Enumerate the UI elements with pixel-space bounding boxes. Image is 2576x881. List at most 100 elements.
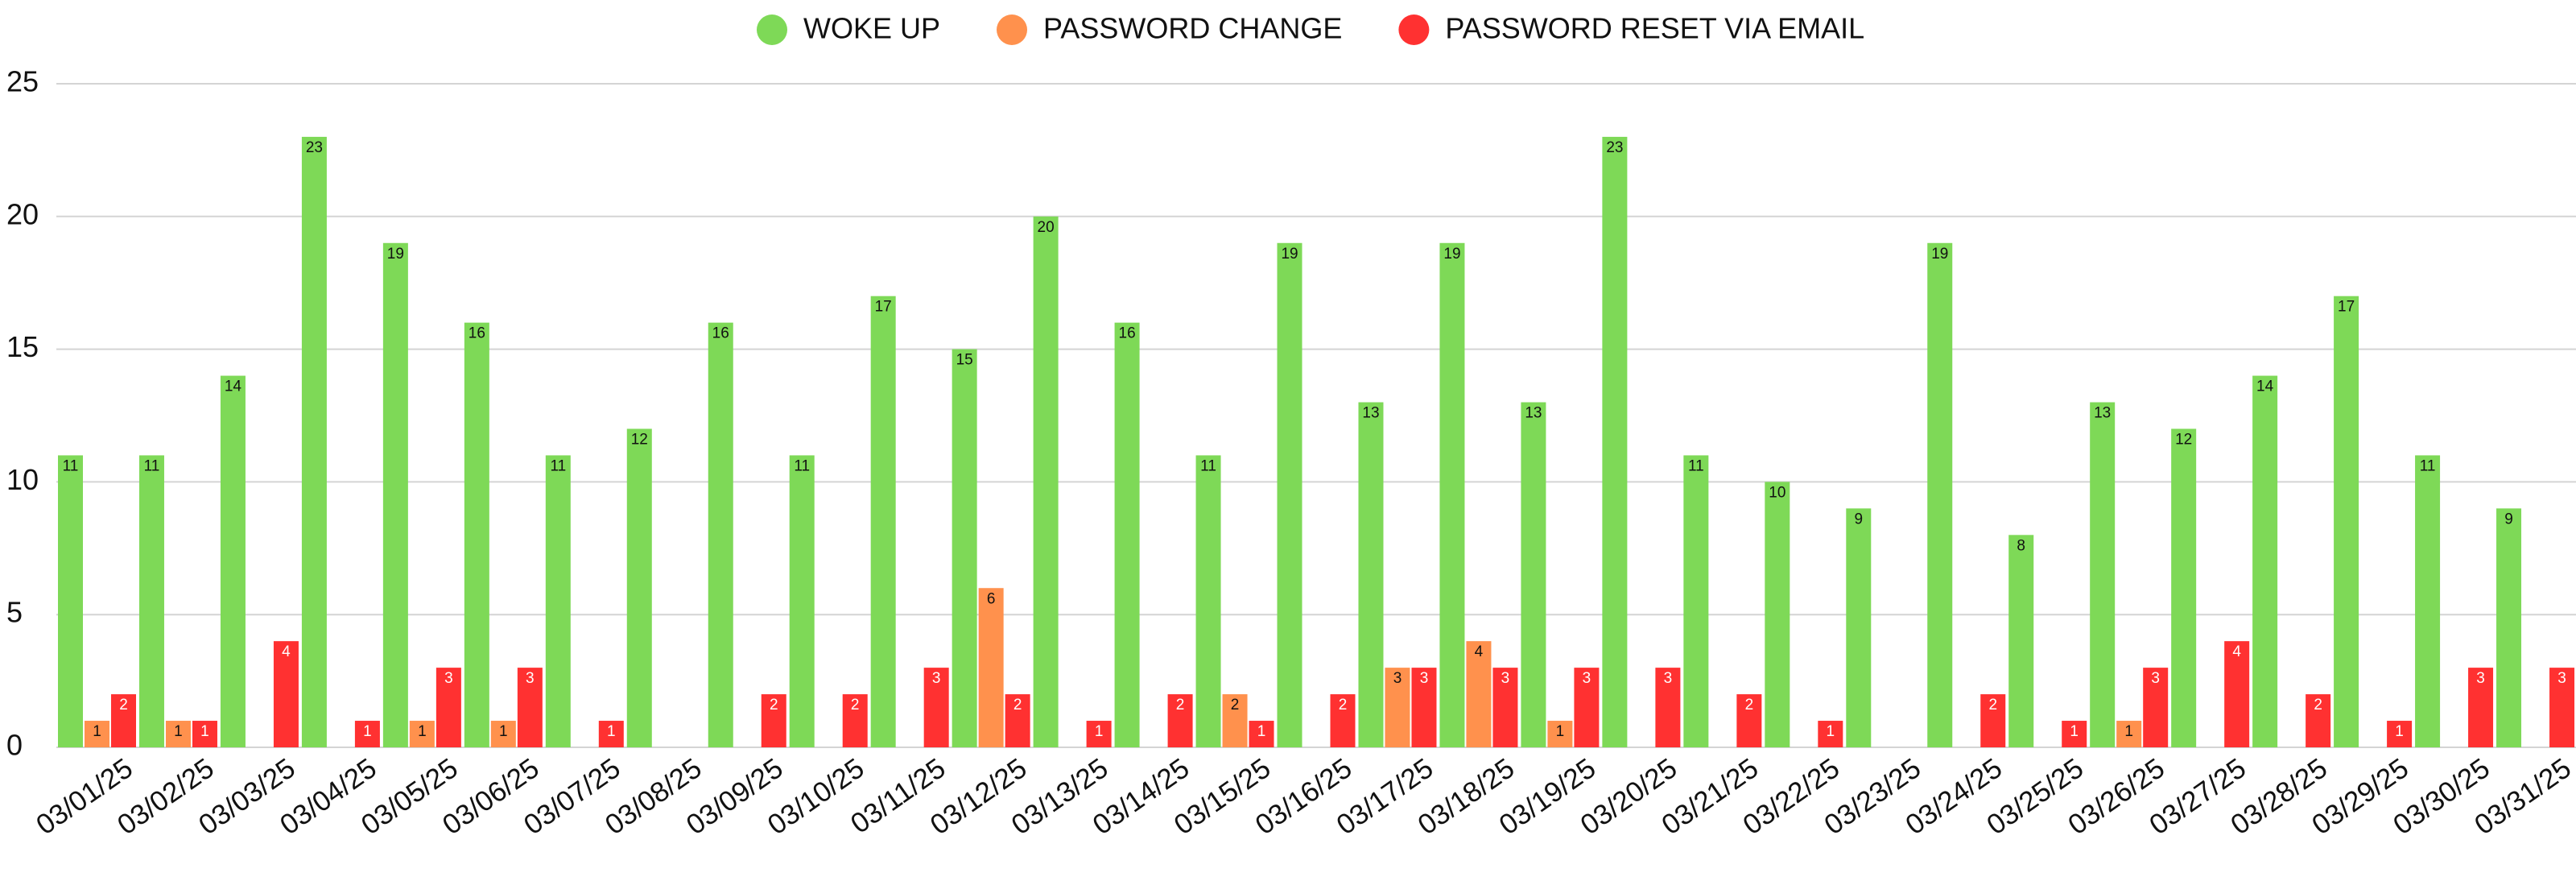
- data-label: 3: [2557, 670, 2566, 687]
- bar: [598, 721, 624, 747]
- bar: [436, 668, 461, 747]
- bar: [2090, 402, 2116, 747]
- bar: [273, 641, 299, 747]
- data-label: 17: [2338, 299, 2355, 316]
- bar: [490, 721, 516, 747]
- data-label: 11: [2420, 457, 2436, 474]
- bar: [1222, 694, 1248, 747]
- data-label: 3: [1583, 670, 1591, 687]
- legend-marker: [1398, 14, 1430, 45]
- y-tick-label: 5: [6, 596, 23, 629]
- bar: [978, 588, 1004, 747]
- bar: [1846, 508, 1872, 747]
- data-label: 2: [2314, 697, 2322, 713]
- bar: [2008, 535, 2034, 747]
- bar: [1927, 242, 1953, 747]
- data-label: 19: [1931, 246, 1948, 263]
- data-label: 1: [174, 723, 183, 740]
- bar: [1277, 242, 1302, 747]
- bar: [2334, 296, 2359, 747]
- data-label: 9: [1855, 511, 1864, 527]
- data-label: 1: [1827, 723, 1835, 740]
- data-label: 1: [418, 723, 427, 740]
- data-label: 1: [499, 723, 508, 740]
- bar: [1358, 402, 1384, 747]
- data-label: 1: [200, 723, 209, 740]
- bar: [2496, 508, 2522, 747]
- data-label: 12: [631, 431, 648, 448]
- bar: [789, 455, 815, 747]
- legend-marker: [757, 14, 787, 45]
- data-label: 3: [444, 670, 453, 687]
- data-label: 14: [2256, 378, 2274, 395]
- bar: [464, 322, 489, 747]
- bar: [1492, 668, 1518, 747]
- y-tick-label: 20: [6, 197, 39, 230]
- bar: [1547, 721, 1573, 747]
- data-label: 2: [770, 697, 778, 713]
- data-label: 8: [2017, 537, 2025, 554]
- bar: [2171, 428, 2197, 747]
- bar: [870, 296, 896, 747]
- bar: [1033, 216, 1059, 747]
- y-tick-label: 15: [6, 330, 39, 363]
- bar: [1249, 721, 1274, 747]
- bar: [1980, 694, 2006, 747]
- data-label: 14: [225, 378, 242, 395]
- bar: [1574, 668, 1600, 747]
- data-label: 16: [712, 325, 729, 342]
- bar: [517, 668, 543, 747]
- bar: [1818, 721, 1843, 747]
- data-label: 2: [1231, 697, 1240, 713]
- data-label: 13: [1362, 405, 1379, 422]
- bar: [2306, 694, 2331, 747]
- data-label: 17: [875, 299, 892, 316]
- bar: [1114, 322, 1140, 747]
- bar: [1655, 668, 1681, 747]
- bar: [1602, 136, 1628, 748]
- bar: [2143, 668, 2169, 747]
- data-label: 11: [1200, 457, 1216, 474]
- data-label: 11: [144, 457, 160, 474]
- bar: [85, 721, 109, 747]
- data-label: 11: [63, 457, 79, 474]
- bar: [1005, 694, 1030, 747]
- data-label: 2: [1339, 697, 1348, 713]
- data-label: 4: [1475, 643, 1484, 660]
- data-label: 4: [282, 643, 291, 660]
- data-label: 1: [1257, 723, 1266, 740]
- data-label: 1: [363, 723, 372, 740]
- y-tick-label: 10: [6, 463, 39, 496]
- bar: [2387, 721, 2413, 747]
- data-label: 1: [2070, 723, 2079, 740]
- data-label: 12: [2175, 431, 2192, 448]
- bar: [1765, 482, 1790, 747]
- bar: [1086, 721, 1112, 747]
- data-label: 3: [1664, 670, 1673, 687]
- bar: [2224, 641, 2250, 747]
- data-label: 19: [1281, 246, 1298, 263]
- data-label: 1: [2395, 723, 2404, 740]
- bar: [220, 375, 246, 747]
- bar: [354, 721, 380, 747]
- bar: [1521, 402, 1546, 747]
- data-label: 16: [1119, 325, 1136, 342]
- data-label: 2: [1745, 697, 1754, 713]
- bar: [545, 455, 571, 747]
- data-label: 2: [851, 697, 860, 713]
- bar: [1439, 242, 1465, 747]
- legend-marker: [997, 14, 1028, 45]
- bar: [1330, 694, 1356, 747]
- bar: [409, 721, 435, 747]
- bar: [761, 694, 786, 747]
- data-label: 1: [2124, 723, 2133, 740]
- data-label: 9: [2504, 511, 2513, 527]
- data-label: 3: [1501, 670, 1510, 687]
- bar: [1385, 668, 1410, 747]
- bar: [842, 694, 868, 747]
- bar: [111, 694, 136, 747]
- data-label: 3: [1420, 670, 1429, 687]
- data-label: 3: [1393, 670, 1402, 687]
- bar: [2116, 721, 2142, 747]
